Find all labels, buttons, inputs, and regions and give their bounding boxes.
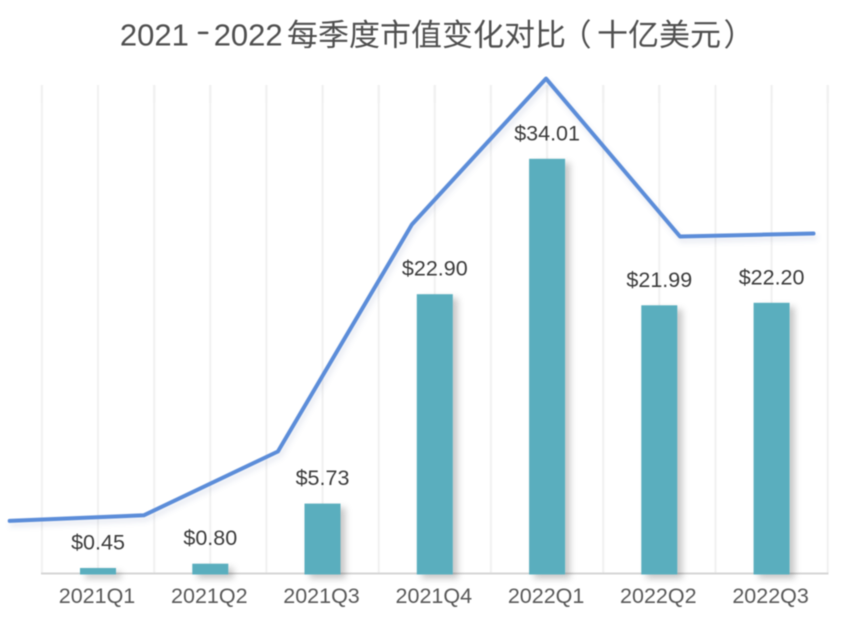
svg-text:2021Q3: 2021Q3 bbox=[283, 584, 360, 608]
svg-text:2021Q4: 2021Q4 bbox=[396, 584, 473, 608]
svg-text:2021Q2: 2021Q2 bbox=[171, 584, 248, 608]
svg-text:$34.01: $34.01 bbox=[514, 121, 580, 145]
svg-text:$5.73: $5.73 bbox=[296, 466, 350, 490]
svg-text:2021: 2021 bbox=[120, 18, 189, 53]
svg-text:2022: 2022 bbox=[214, 18, 283, 53]
svg-text:$22.20: $22.20 bbox=[739, 265, 805, 289]
svg-text:$0.80: $0.80 bbox=[183, 526, 237, 550]
svg-text:$22.90: $22.90 bbox=[402, 257, 468, 281]
svg-text:2022Q3: 2022Q3 bbox=[732, 584, 809, 608]
svg-text:2022Q2: 2022Q2 bbox=[620, 584, 697, 608]
svg-text:$21.99: $21.99 bbox=[626, 268, 692, 292]
svg-text:2022Q1: 2022Q1 bbox=[508, 584, 585, 608]
svg-text:2021Q1: 2021Q1 bbox=[59, 584, 136, 608]
svg-text:$0.45: $0.45 bbox=[71, 531, 125, 555]
